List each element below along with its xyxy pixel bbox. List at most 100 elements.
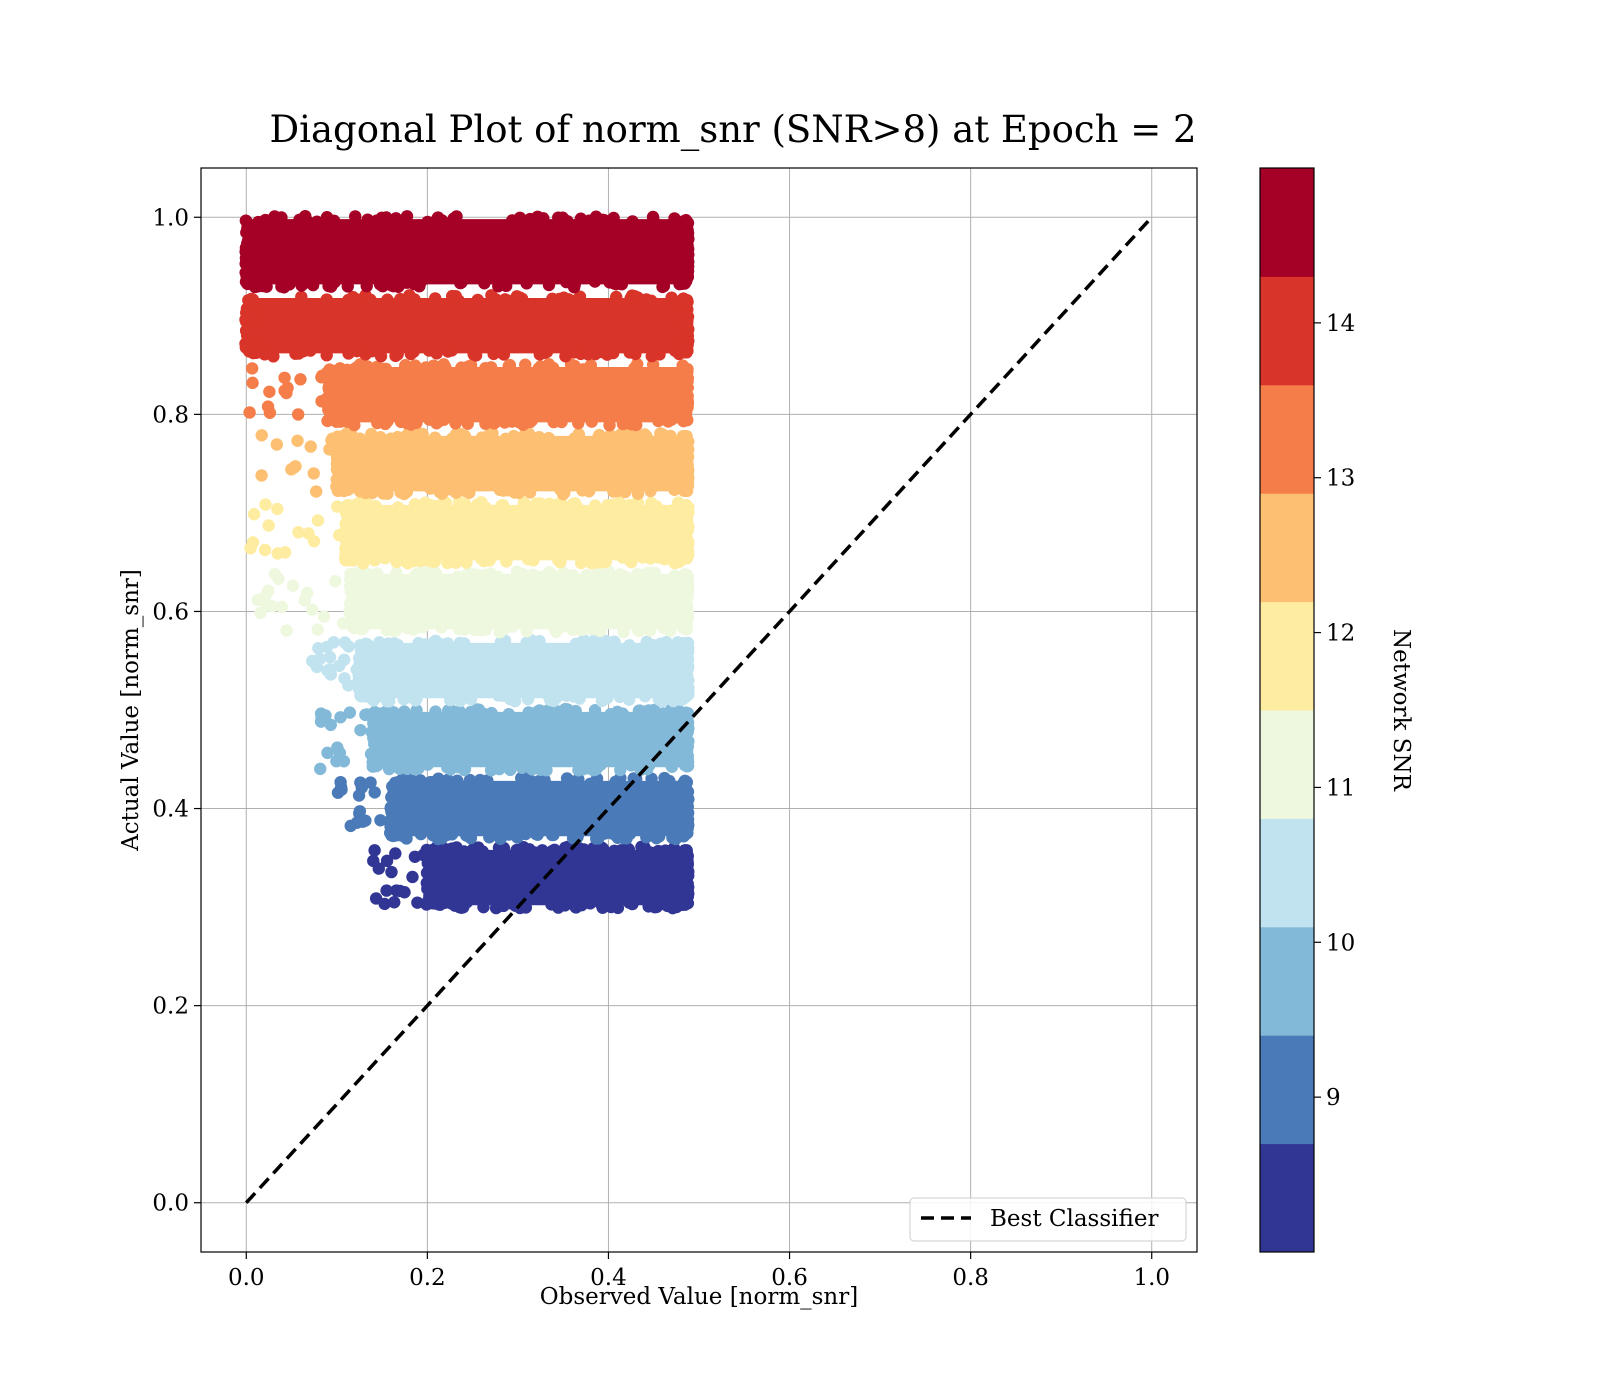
scatter-point xyxy=(425,568,438,581)
scatter-point xyxy=(531,828,544,841)
scatter-point xyxy=(677,479,691,492)
scatter-point xyxy=(603,419,616,432)
scatter-point xyxy=(631,568,644,581)
scatter-point xyxy=(547,415,560,429)
y-tick-label: 0.4 xyxy=(152,797,189,823)
scatter-point xyxy=(408,498,422,511)
scatter-point xyxy=(429,894,443,907)
scatter-point xyxy=(592,430,605,444)
scatter-point xyxy=(502,828,516,841)
scatter-point xyxy=(616,417,630,431)
scatter-point xyxy=(360,279,373,293)
scatter-point xyxy=(582,347,595,360)
scatter-point xyxy=(349,361,363,375)
scatter-point xyxy=(251,338,264,352)
scatter-point xyxy=(588,704,602,717)
scatter-point-cluster xyxy=(365,642,685,699)
x-tick-label: 0.6 xyxy=(771,1265,808,1291)
scatter-point xyxy=(515,771,528,785)
scatter-point xyxy=(601,498,614,512)
scatter-point-outlier xyxy=(339,542,352,555)
scatter-point xyxy=(320,349,333,362)
scatter-point xyxy=(623,639,636,652)
scatter-point xyxy=(379,551,392,565)
scatter-point xyxy=(676,533,690,546)
scatter-point-outlier xyxy=(255,429,268,442)
scatter-point xyxy=(472,841,485,854)
scatter-point-outlier xyxy=(335,783,348,796)
scatter-point xyxy=(444,693,457,707)
scatter-point-outlier xyxy=(380,884,393,897)
scatter-point xyxy=(477,900,490,914)
scatter-point xyxy=(626,215,639,228)
scatter-point-outlier xyxy=(320,396,333,410)
scatter-point-outlier xyxy=(324,718,337,732)
scatter-point xyxy=(617,827,630,841)
scatter-point xyxy=(416,427,429,441)
scatter-point-outlier xyxy=(301,586,314,600)
scatter-point xyxy=(475,431,489,444)
scatter-point xyxy=(439,361,452,374)
scatter-point xyxy=(299,215,312,229)
scatter-point xyxy=(468,347,482,360)
scatter-point-outlier xyxy=(331,500,344,513)
scatter-point-outlier xyxy=(286,579,300,592)
scatter-point xyxy=(654,637,667,651)
snr-band-9 xyxy=(239,209,695,294)
scatter-point xyxy=(636,551,649,564)
scatter-point xyxy=(249,309,262,323)
snr-band-5 xyxy=(244,495,695,570)
scatter-point xyxy=(490,345,504,358)
scatter-point xyxy=(643,624,657,637)
scatter-point xyxy=(374,350,388,363)
scatter-point xyxy=(532,431,546,444)
scatter-point xyxy=(610,290,623,304)
scatter-point xyxy=(624,759,638,772)
scatter-point xyxy=(490,760,504,774)
scatter-point xyxy=(432,879,445,892)
scatter-point-outlier xyxy=(329,575,342,588)
scatter-point xyxy=(545,828,559,842)
scatter-point xyxy=(408,293,421,306)
scatter-point xyxy=(491,900,505,913)
scatter-point xyxy=(633,704,646,717)
scatter-point xyxy=(449,417,462,430)
scatter-point xyxy=(543,708,556,721)
scatter-point-outlier xyxy=(368,786,381,799)
scatter-point xyxy=(390,794,404,807)
scatter-point xyxy=(412,636,425,650)
colorbar-tick-label: 13 xyxy=(1326,466,1355,492)
scatter-point-outlier xyxy=(369,892,383,905)
scatter-point xyxy=(496,689,509,702)
scatter-point xyxy=(438,842,451,855)
scatter-point xyxy=(508,486,521,499)
scatter-point xyxy=(652,414,665,428)
scatter-point xyxy=(412,762,425,775)
scatter-point xyxy=(361,213,374,226)
scatter-point xyxy=(631,484,644,498)
scatter-point xyxy=(625,555,638,569)
scatter-point xyxy=(433,485,446,499)
scatter-point xyxy=(398,705,411,718)
scatter-point-outlier xyxy=(280,624,293,637)
scatter-point xyxy=(680,706,693,719)
scatter-point xyxy=(585,415,598,428)
scatter-point xyxy=(575,898,588,912)
scatter-point xyxy=(519,358,532,371)
scatter-point xyxy=(572,773,585,786)
colorbar-segment xyxy=(1260,276,1314,386)
scatter-point-outlier xyxy=(247,507,261,521)
scatter-point xyxy=(677,292,690,305)
scatter-point xyxy=(486,427,499,440)
scatter-point xyxy=(283,278,296,291)
colorbar: 9 10 11 12 13 14 Network SNR xyxy=(1259,167,1414,1253)
scatter-point xyxy=(663,774,676,788)
scatter-point-outlier xyxy=(356,815,369,828)
scatter-point xyxy=(594,624,607,638)
scatter-point xyxy=(444,763,457,776)
scatter-point xyxy=(652,830,666,843)
scatter-point-outlier xyxy=(408,850,422,863)
scatter-point xyxy=(545,567,558,581)
scatter-point-cluster xyxy=(397,780,685,837)
scatter-point xyxy=(609,775,622,788)
